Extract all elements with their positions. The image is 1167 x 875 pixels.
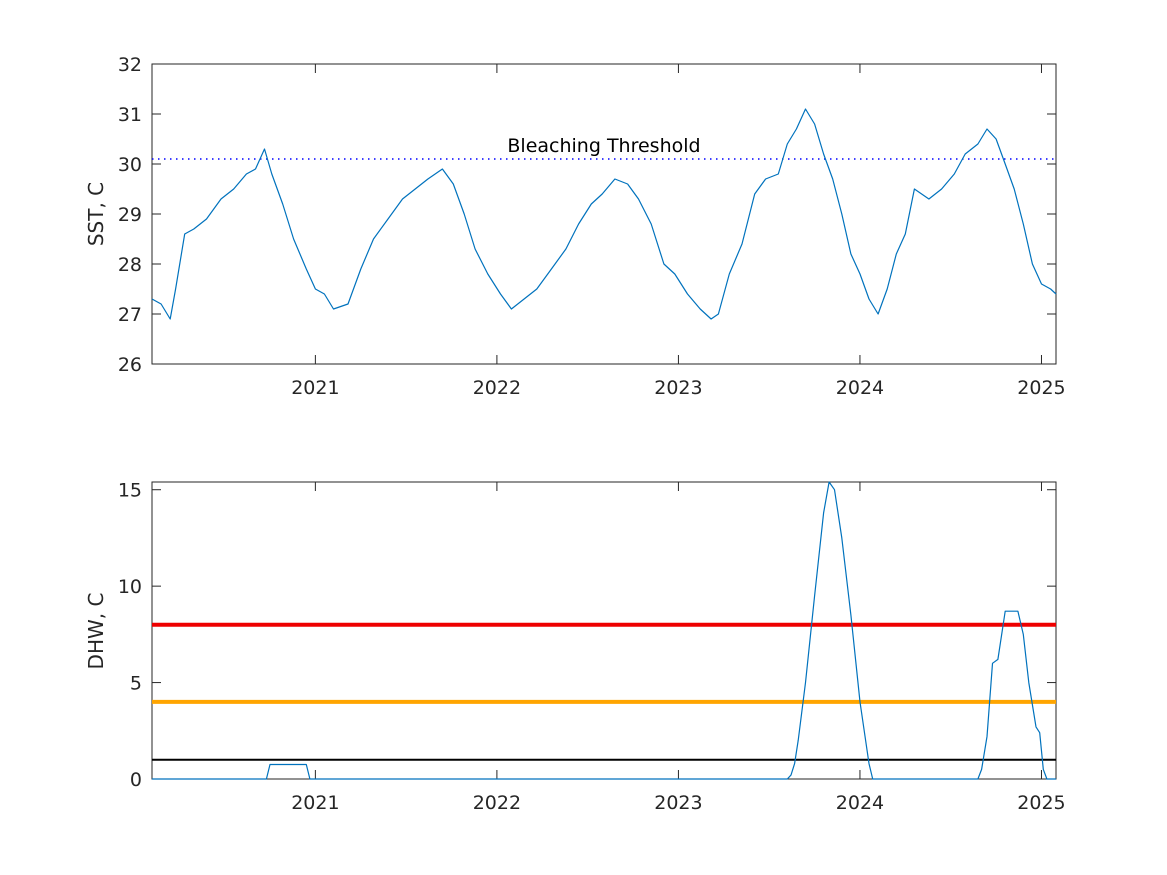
dhw-reference-lines [152, 622, 1056, 761]
sst-y-tick-label: 32 [118, 54, 142, 76]
dhw-y-tick-label: 10 [118, 576, 142, 598]
dhw-y-tick-label: 15 [118, 480, 142, 502]
sst-series [151, 108, 1057, 320]
sst-y-tick-label: 31 [118, 104, 142, 126]
dhw-y-tick-label: 0 [130, 769, 142, 791]
dhw-series-line [152, 481, 1056, 780]
sst-x-tick-label: 2023 [654, 377, 702, 399]
sst-y-tick-label: 26 [118, 354, 142, 376]
dhw-x-tick-label: 2023 [654, 792, 702, 814]
sst-y-tick-label: 28 [118, 254, 142, 276]
sst-x-tick-label: 2024 [836, 377, 884, 399]
bleaching-threshold-annotation: Bleaching Threshold [507, 135, 700, 157]
sst-plot: 26 27 28 29 30 31 32 2021 2022 2023 2024 2025 Bleac… [84, 54, 1066, 399]
sst-y-axis-label: SST, C [84, 182, 108, 246]
dhw-x-tick-label: 2025 [1017, 792, 1065, 814]
dhw-x-tick-label: 2022 [473, 792, 521, 814]
sst-x-tick-label: 2025 [1017, 377, 1065, 399]
dhw-axes-frame [151, 481, 1057, 780]
sst-y-tick-label: 27 [118, 304, 142, 326]
dhw-y-axis-label: DHW, C [84, 593, 108, 670]
sst-y-tick-label: 29 [118, 204, 142, 226]
dhw-y-tick-label: 5 [130, 673, 142, 695]
sst-y-tick-label: 30 [118, 154, 142, 176]
sst-ticks: 26 27 28 29 30 31 32 2021 2022 2023 2024 2025 [118, 54, 1066, 399]
dhw-ticks: 0 5 10 15 2021 2022 2023 2024 2025 [118, 480, 1066, 814]
sst-axes-frame [151, 63, 1057, 365]
sst-series-line [151, 108, 1057, 320]
dhw-plot: 0 5 10 15 2021 2022 2023 2024 2025 DHW, C [84, 480, 1066, 814]
dhw-x-tick-label: 2021 [291, 792, 339, 814]
sst-x-tick-label: 2021 [291, 377, 339, 399]
dhw-series [152, 481, 1056, 780]
sst-x-tick-label: 2022 [473, 377, 521, 399]
dhw-x-tick-label: 2024 [836, 792, 884, 814]
